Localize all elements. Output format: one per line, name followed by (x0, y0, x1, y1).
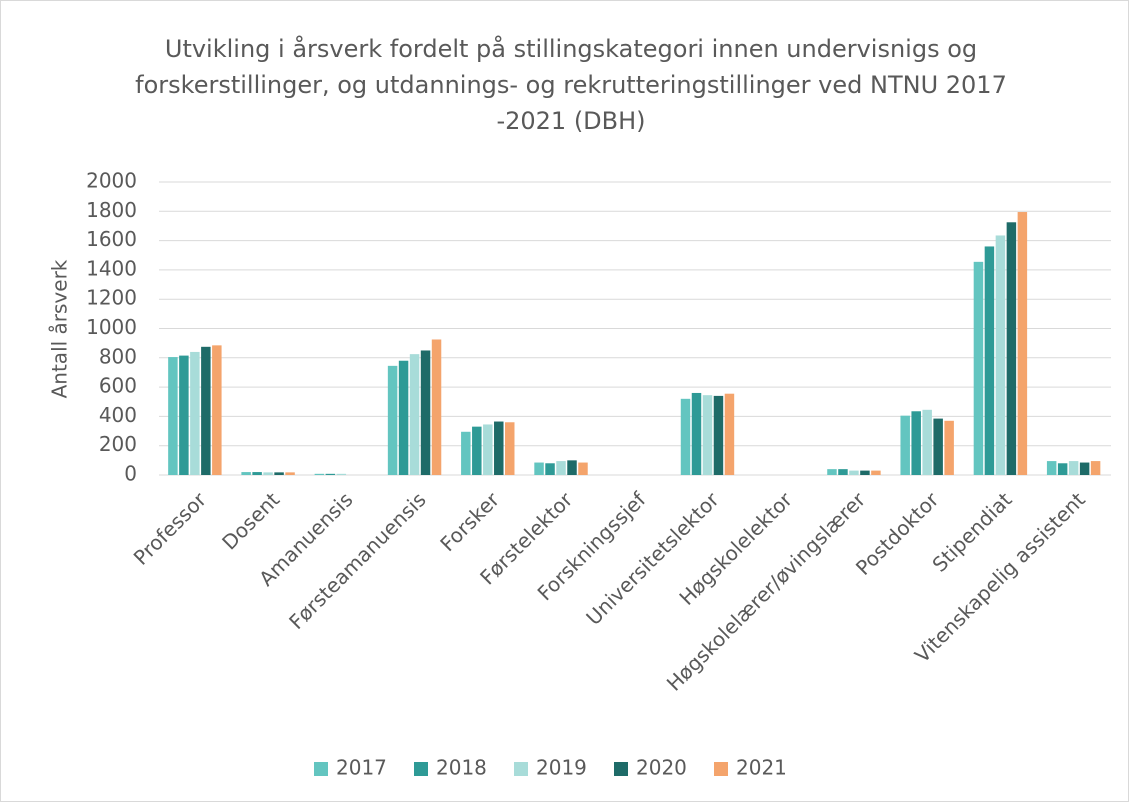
legend-label: 2021 (736, 756, 787, 780)
bar (241, 472, 251, 475)
bar (505, 422, 515, 475)
bar (556, 461, 566, 475)
bar (849, 470, 859, 475)
y-tick-label: 1200 (86, 286, 137, 310)
bar (871, 470, 881, 475)
bar (838, 469, 848, 475)
y-tick-label: 400 (99, 403, 137, 427)
bar (325, 473, 336, 475)
legend-swatch (614, 762, 628, 776)
bar (263, 472, 273, 475)
bar (973, 261, 984, 475)
x-tick-label: Førsteamanuensis (284, 487, 431, 634)
bar (545, 463, 555, 475)
bar (420, 350, 431, 475)
y-tick-label: 1000 (86, 315, 137, 339)
bar (702, 395, 713, 475)
legend-swatch (414, 762, 428, 776)
y-tick-label: 200 (99, 432, 137, 456)
y-tick-label: 0 (124, 462, 137, 486)
bar (691, 392, 702, 475)
bar (944, 420, 954, 475)
bar (252, 472, 262, 475)
y-tick-label: 1600 (86, 227, 137, 251)
x-tick-label: Universitetslektor (581, 487, 724, 630)
x-tick-label: Forsker (435, 487, 504, 556)
bar (274, 472, 284, 475)
bar (1017, 212, 1028, 475)
bar (1046, 461, 1057, 475)
bar (911, 411, 921, 475)
x-tick-label: Dosent (217, 487, 284, 554)
bar (461, 431, 471, 475)
bar (387, 365, 398, 475)
legend-label: 2017 (336, 756, 387, 780)
bar (212, 345, 222, 475)
y-tick-label: 600 (99, 374, 137, 398)
y-tick-label: 1400 (86, 256, 137, 280)
y-tick-label: 2000 (86, 169, 137, 193)
x-tick-label: Professor (129, 487, 212, 570)
y-tick-label: 800 (99, 344, 137, 368)
bar (900, 415, 910, 475)
y-axis-label: Antall årsverk (48, 259, 72, 398)
legend-swatch (314, 762, 328, 776)
bar (1068, 461, 1079, 475)
bar (494, 421, 504, 475)
bar (336, 473, 347, 475)
bar (472, 426, 482, 475)
bar (995, 235, 1006, 475)
bar (567, 460, 577, 475)
bar (680, 398, 691, 475)
bar (534, 462, 544, 475)
bar (1006, 222, 1017, 475)
bar (1090, 461, 1101, 475)
bar (984, 246, 995, 475)
bar (724, 393, 735, 475)
bar (314, 473, 325, 475)
bar (168, 357, 178, 475)
legend-swatch (514, 762, 528, 776)
bar (713, 395, 724, 475)
bar (431, 339, 442, 475)
bar (409, 354, 420, 475)
bar (179, 355, 189, 475)
legend-swatch (714, 762, 728, 776)
legend-label: 2019 (536, 756, 587, 780)
bar (483, 424, 493, 475)
legend-label: 2020 (636, 756, 687, 780)
y-tick-label: 1800 (86, 198, 137, 222)
bar (860, 470, 870, 475)
bar (1079, 462, 1090, 475)
chart-title: Utvikling i årsverk fordelt på stillings… (135, 35, 1007, 135)
bar (933, 418, 943, 475)
bar (827, 469, 837, 475)
legend-label: 2018 (436, 756, 487, 780)
bar (285, 472, 295, 475)
bar (922, 409, 932, 475)
bar (398, 360, 409, 475)
bar (201, 346, 211, 475)
bar (1057, 463, 1068, 475)
bar (578, 462, 588, 475)
bar (190, 351, 200, 475)
